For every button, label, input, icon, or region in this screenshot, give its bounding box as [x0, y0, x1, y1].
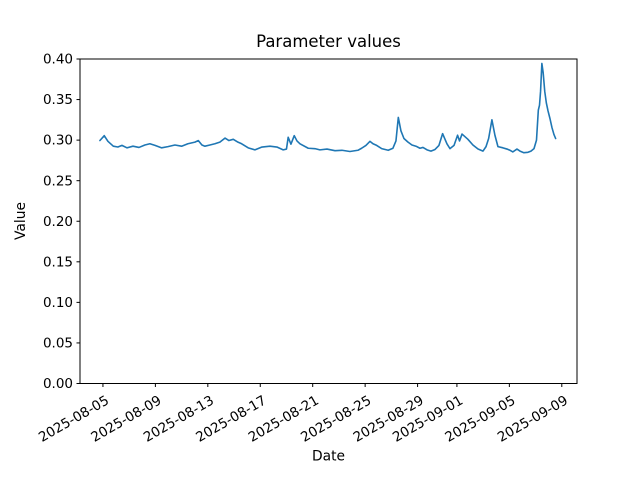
data-line [99, 62, 557, 154]
y-axis: 0.00 0.05 0.10 0.15 0.20 0.25 0.30 0.35 0.40 [43, 52, 80, 392]
y-tick-label: 0.05 [43, 336, 73, 352]
y-tick-label: 0.00 [43, 376, 73, 392]
x-axis-label: Date [312, 449, 345, 465]
y-axis-label: Value [13, 202, 29, 240]
y-tick-label: 0.35 [43, 92, 73, 108]
y-tick-label: 0.40 [43, 52, 73, 68]
y-tick-label: 0.10 [43, 295, 73, 311]
chart-title: Parameter values [256, 32, 401, 51]
y-tick-label: 0.25 [43, 173, 73, 189]
y-tick-label: 0.20 [43, 214, 73, 230]
y-tick-label: 0.15 [43, 254, 73, 270]
y-tick-label: 0.30 [43, 133, 73, 149]
